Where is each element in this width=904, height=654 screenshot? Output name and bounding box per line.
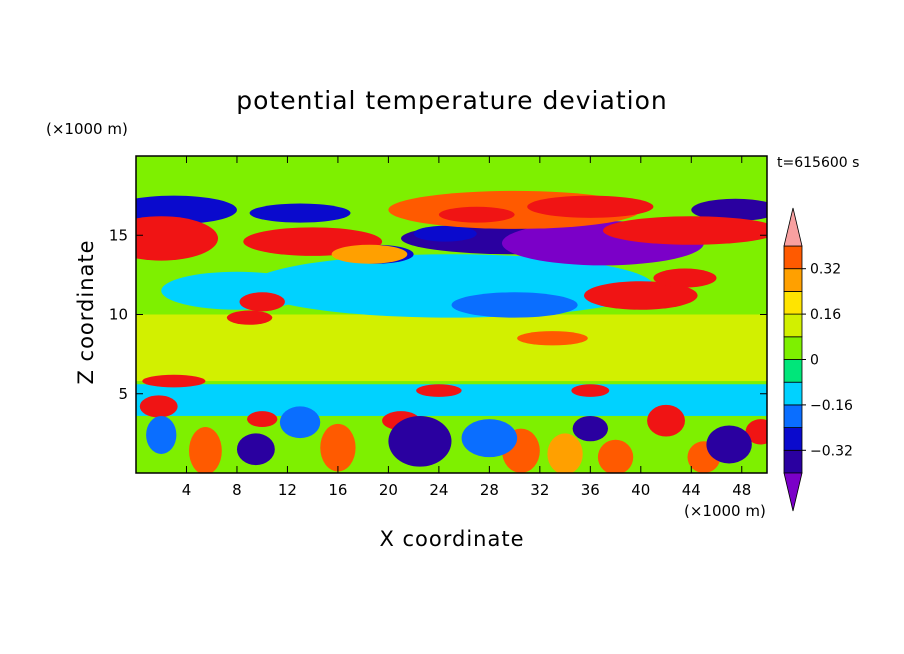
field-region-15: [136, 216, 219, 261]
colorbar-tick-label-0: 0.32: [810, 262, 841, 278]
colorbar-lower-extension: [783, 472, 803, 512]
field-region-37: [320, 423, 356, 472]
x-tick-label-9: 40: [631, 481, 650, 499]
field-region-7: [161, 271, 313, 310]
y-tick-label-2: 15: [109, 226, 128, 244]
colorbar-upper-extension: [783, 207, 803, 247]
colorbar-tick-label-1: 0.16: [810, 307, 841, 323]
field-region-42: [236, 433, 275, 466]
x-tick-label-6: 28: [480, 481, 499, 499]
colorbar-tick-label-2: 0: [810, 353, 819, 369]
field-region-9: [249, 203, 351, 223]
field-region-47: [146, 415, 177, 454]
field-region-40: [597, 439, 634, 473]
field-region-46: [572, 415, 608, 442]
field-region-35: [745, 419, 767, 445]
field-region-28: [142, 374, 206, 388]
x-tick-label-5: 24: [429, 481, 448, 499]
field-region-29: [416, 384, 462, 397]
field-region-20: [438, 206, 515, 223]
colorbar-segment-1: [783, 427, 803, 451]
x-tick-label-8: 36: [581, 481, 600, 499]
field-region-43: [388, 415, 452, 467]
field-region-32: [247, 411, 278, 428]
colorbar-segment-3: [783, 381, 803, 406]
x-tick-label-0: 4: [182, 481, 192, 499]
colorbar-segment-2: [783, 404, 803, 428]
x-tick-label-2: 12: [278, 481, 297, 499]
x-tick-label-1: 8: [232, 481, 242, 499]
field-region-30: [571, 384, 610, 397]
field-region-26: [517, 331, 588, 346]
x-tick-label-10: 44: [682, 481, 701, 499]
field-region-6: [451, 292, 578, 318]
colorbar-segment-9: [783, 245, 803, 270]
heatmap-field: [136, 156, 767, 473]
y-tick-label-1: 10: [109, 306, 128, 324]
field-region-44: [461, 419, 518, 458]
x-tick-label-11: 48: [732, 481, 751, 499]
field-region-45: [706, 425, 752, 464]
colorbar-tick-label-4: −0.32: [810, 443, 853, 459]
field-region-25: [226, 310, 273, 325]
colorbar-segment-7: [783, 290, 803, 315]
colorbar-tick-label-3: −0.16: [810, 398, 853, 414]
x-axis-label: X coordinate: [379, 527, 525, 551]
field-band-2: [136, 314, 767, 382]
field-region-27: [590, 156, 767, 179]
field-region-39: [547, 433, 583, 473]
field-region-21: [602, 216, 767, 245]
field-region-17: [331, 244, 408, 264]
colorbar-segment-0: [783, 449, 803, 474]
field-region-14: [413, 225, 477, 242]
colorbar-segment-8: [783, 268, 803, 292]
x-tick-label-4: 20: [379, 481, 398, 499]
time-label: t=615600 s: [777, 155, 860, 171]
field-region-24: [239, 292, 285, 312]
field-region-36: [189, 427, 222, 473]
field-region-23: [653, 268, 717, 288]
x-axis-unit: (×1000 m): [684, 502, 766, 520]
colorbar-segment-4: [783, 359, 803, 383]
x-tick-label-3: 16: [328, 481, 347, 499]
colorbar-segment-5: [783, 336, 803, 360]
field-region-22: [584, 281, 698, 310]
chart-title: potential temperature deviation: [236, 86, 668, 115]
y-tick-label-0: 5: [118, 385, 128, 403]
field-region-34: [647, 404, 685, 437]
field-region-19: [527, 195, 654, 218]
field-region-48: [279, 406, 321, 439]
colorbar: 0.32 0.16 0 −0.16 −0.32: [783, 207, 853, 512]
colorbar-segment-6: [783, 313, 803, 338]
field-region-12: [691, 198, 767, 221]
field-region-31: [139, 395, 178, 418]
y-axis-unit: (×1000 m): [46, 120, 128, 138]
x-tick-label-7: 32: [530, 481, 549, 499]
